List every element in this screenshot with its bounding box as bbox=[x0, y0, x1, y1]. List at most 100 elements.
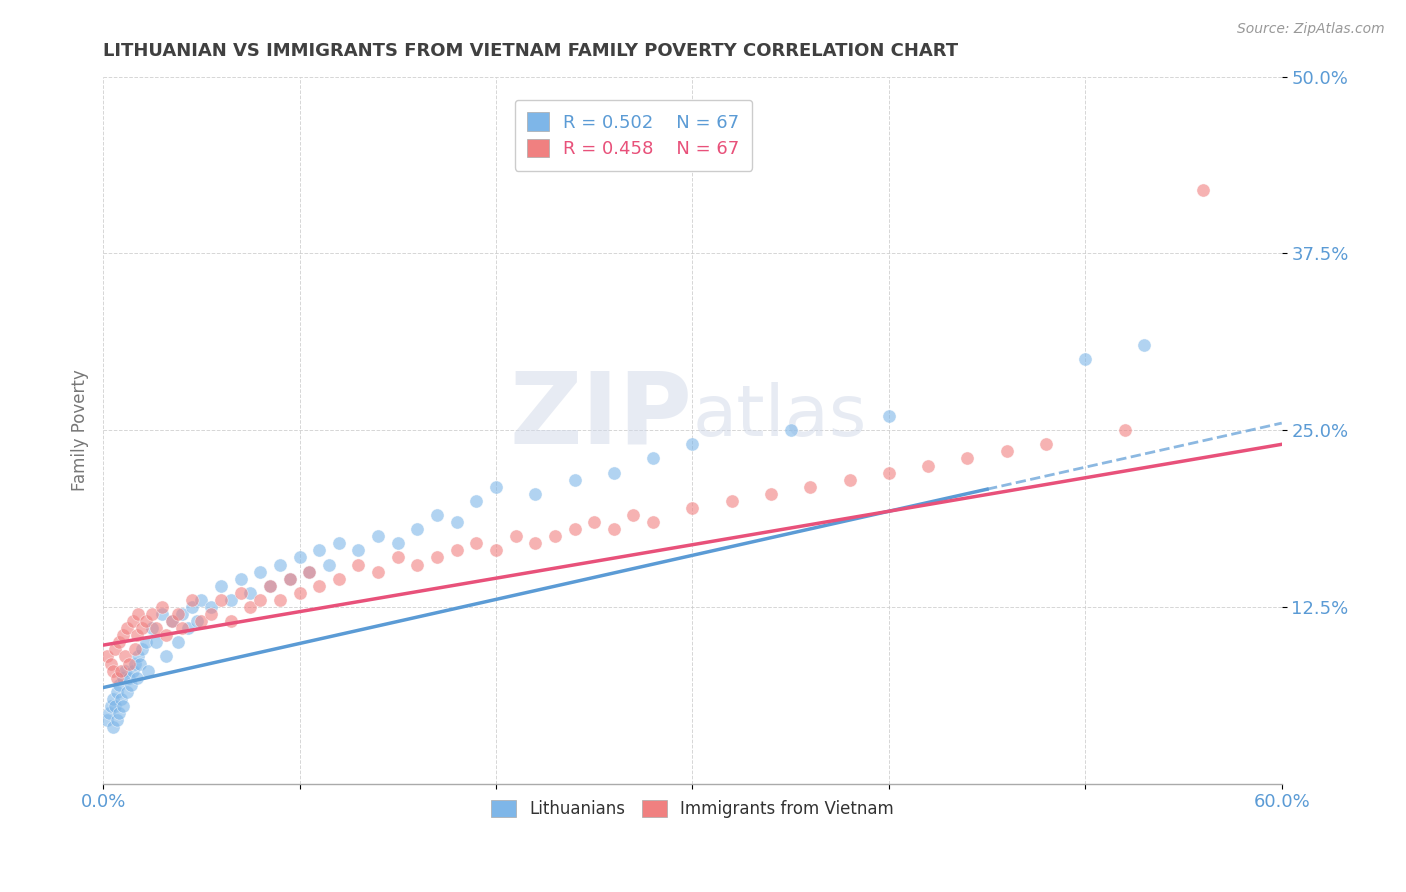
Point bbox=[524, 487, 547, 501]
Point bbox=[111, 628, 134, 642]
Point bbox=[114, 649, 136, 664]
Point bbox=[114, 664, 136, 678]
Point bbox=[127, 607, 149, 621]
Point bbox=[779, 423, 801, 437]
Point bbox=[166, 635, 188, 649]
Point bbox=[98, 706, 121, 720]
Point bbox=[170, 607, 193, 621]
Point bbox=[145, 621, 167, 635]
Point bbox=[101, 691, 124, 706]
Point bbox=[129, 657, 152, 671]
Text: atlas: atlas bbox=[692, 382, 868, 450]
Legend: Lithuanians, Immigrants from Vietnam: Lithuanians, Immigrants from Vietnam bbox=[484, 793, 901, 825]
Point bbox=[387, 536, 409, 550]
Point bbox=[249, 565, 271, 579]
Point bbox=[288, 550, 311, 565]
Point bbox=[681, 500, 703, 515]
Point bbox=[150, 599, 173, 614]
Point bbox=[603, 466, 626, 480]
Point bbox=[485, 480, 508, 494]
Point bbox=[209, 579, 232, 593]
Point bbox=[110, 691, 132, 706]
Point bbox=[347, 543, 370, 558]
Point bbox=[141, 621, 163, 635]
Text: Source: ZipAtlas.com: Source: ZipAtlas.com bbox=[1237, 22, 1385, 37]
Point bbox=[446, 515, 468, 529]
Point bbox=[155, 628, 177, 642]
Y-axis label: Family Poverty: Family Poverty bbox=[72, 369, 89, 491]
Point bbox=[100, 657, 122, 671]
Point bbox=[720, 494, 742, 508]
Point bbox=[877, 466, 900, 480]
Point bbox=[121, 614, 143, 628]
Point bbox=[96, 713, 118, 727]
Point bbox=[111, 698, 134, 713]
Point bbox=[160, 614, 183, 628]
Point bbox=[135, 635, 157, 649]
Point bbox=[838, 473, 860, 487]
Point bbox=[278, 572, 301, 586]
Point bbox=[150, 607, 173, 621]
Point bbox=[104, 698, 127, 713]
Point bbox=[681, 437, 703, 451]
Point bbox=[105, 713, 128, 727]
Point bbox=[131, 642, 153, 657]
Point bbox=[1114, 423, 1136, 437]
Point bbox=[583, 515, 606, 529]
Point bbox=[544, 529, 567, 543]
Point bbox=[160, 614, 183, 628]
Point bbox=[239, 599, 262, 614]
Point bbox=[387, 550, 409, 565]
Point bbox=[603, 522, 626, 536]
Point bbox=[505, 529, 527, 543]
Point bbox=[141, 607, 163, 621]
Point bbox=[406, 558, 429, 572]
Point bbox=[108, 635, 131, 649]
Point bbox=[298, 565, 321, 579]
Point bbox=[96, 649, 118, 664]
Point bbox=[917, 458, 939, 473]
Point bbox=[308, 543, 330, 558]
Point bbox=[127, 649, 149, 664]
Point bbox=[877, 409, 900, 423]
Text: ZIP: ZIP bbox=[509, 368, 692, 465]
Point bbox=[100, 698, 122, 713]
Point bbox=[308, 579, 330, 593]
Point bbox=[564, 473, 586, 487]
Point bbox=[115, 685, 138, 699]
Point bbox=[135, 614, 157, 628]
Point bbox=[623, 508, 645, 522]
Point bbox=[131, 621, 153, 635]
Point bbox=[145, 635, 167, 649]
Point bbox=[298, 565, 321, 579]
Point bbox=[249, 593, 271, 607]
Point bbox=[465, 536, 488, 550]
Point bbox=[367, 529, 389, 543]
Point bbox=[956, 451, 979, 466]
Point bbox=[200, 599, 222, 614]
Point bbox=[190, 614, 212, 628]
Point bbox=[426, 508, 449, 522]
Point bbox=[328, 572, 350, 586]
Point bbox=[105, 685, 128, 699]
Point bbox=[1192, 183, 1215, 197]
Point bbox=[209, 593, 232, 607]
Point bbox=[465, 494, 488, 508]
Point bbox=[108, 678, 131, 692]
Point bbox=[124, 642, 146, 657]
Point bbox=[328, 536, 350, 550]
Point bbox=[110, 664, 132, 678]
Point bbox=[1035, 437, 1057, 451]
Point bbox=[121, 664, 143, 678]
Point bbox=[485, 543, 508, 558]
Point bbox=[115, 621, 138, 635]
Point bbox=[219, 614, 242, 628]
Point bbox=[799, 480, 821, 494]
Point bbox=[124, 657, 146, 671]
Point bbox=[995, 444, 1018, 458]
Point bbox=[564, 522, 586, 536]
Point bbox=[125, 671, 148, 685]
Point bbox=[239, 586, 262, 600]
Point bbox=[180, 599, 202, 614]
Point bbox=[155, 649, 177, 664]
